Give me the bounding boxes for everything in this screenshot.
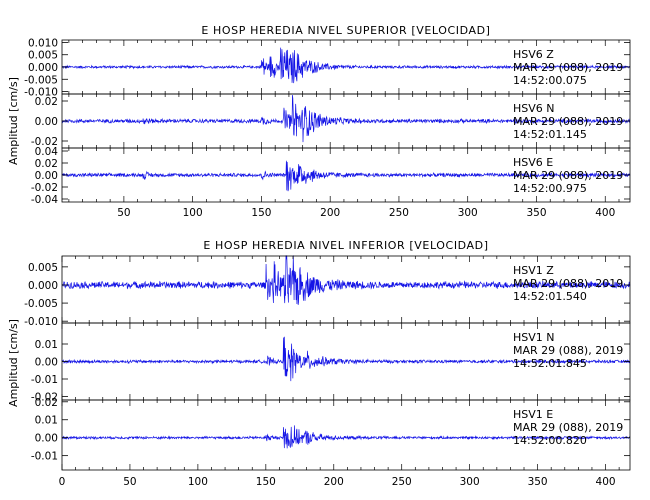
y-tick-label: 0.000 bbox=[28, 280, 58, 292]
y-tick-label: 0.000 bbox=[28, 62, 58, 74]
x-tick-label: 350 bbox=[528, 476, 548, 488]
y-tick-label: -0.005 bbox=[24, 298, 58, 310]
y-tick-label: 0.02 bbox=[35, 158, 58, 170]
x-tick-label: 250 bbox=[389, 207, 409, 219]
y-tick-label: -0.02 bbox=[31, 182, 58, 194]
y-tick-label: -0.005 bbox=[24, 74, 58, 86]
y-tick-label: 0.02 bbox=[35, 397, 58, 409]
y-tick-label: -0.01 bbox=[31, 451, 58, 463]
y-tick-label: -0.02 bbox=[31, 392, 58, 404]
x-tick-label: 100 bbox=[188, 476, 208, 488]
date-label: MAR 29 (088), 2019 bbox=[513, 277, 623, 290]
trace-hsv1-n bbox=[61, 336, 631, 382]
x-tick-label: 50 bbox=[117, 207, 130, 219]
y-tick-label: -0.02 bbox=[31, 136, 58, 148]
station-channel-label: HSV1 Z bbox=[513, 264, 554, 277]
date-label: MAR 29 (088), 2019 bbox=[513, 344, 623, 357]
x-tick-label: 250 bbox=[392, 476, 412, 488]
y-tick-label: 0.010 bbox=[28, 37, 58, 49]
station-channel-label: HSV6 Z bbox=[513, 48, 554, 61]
y-axis-label: Amplitud [cm/s] bbox=[7, 319, 20, 407]
trace-hsv6-z bbox=[61, 47, 631, 84]
x-tick-label: 400 bbox=[596, 476, 616, 488]
station-channel-label: HSV6 N bbox=[513, 102, 555, 115]
start-time-label: 14:52:00.075 bbox=[513, 74, 587, 87]
station-channel-label: HSV1 N bbox=[513, 331, 555, 344]
start-time-label: 14:52:00.820 bbox=[513, 434, 587, 447]
x-tick-label: 300 bbox=[460, 476, 480, 488]
y-tick-label: 0.00 bbox=[35, 357, 58, 369]
y-tick-label: -0.04 bbox=[31, 194, 58, 206]
trace-hsv1-z bbox=[61, 255, 631, 305]
station-channel-label: HSV1 E bbox=[513, 408, 553, 421]
x-tick-label: 100 bbox=[183, 207, 203, 219]
x-tick-label: 200 bbox=[324, 476, 344, 488]
x-tick-label: 150 bbox=[256, 476, 276, 488]
y-tick-label: 0.04 bbox=[35, 146, 59, 158]
y-tick-label: -0.010 bbox=[24, 87, 58, 99]
y-tick-label: 0.01 bbox=[35, 339, 58, 351]
y-axis-label: Amplitud [cm/s] bbox=[7, 77, 20, 165]
start-time-label: 14:52:01.145 bbox=[513, 128, 587, 141]
trace-hsv6-e bbox=[61, 160, 631, 192]
start-time-label: 14:52:00.975 bbox=[513, 182, 587, 195]
chart-title: E HOSP HEREDIA NIVEL INFERIOR [VELOCIDAD… bbox=[203, 239, 488, 252]
panel-frame bbox=[61, 399, 631, 471]
station-channel-label: HSV6 E bbox=[513, 156, 553, 169]
y-tick-label: 0.005 bbox=[28, 50, 58, 62]
start-time-label: 14:52:01.845 bbox=[513, 357, 587, 370]
chart-title: E HOSP HEREDIA NIVEL SUPERIOR [VELOCIDAD… bbox=[201, 24, 490, 37]
date-label: MAR 29 (088), 2019 bbox=[513, 421, 623, 434]
y-tick-label: 0.005 bbox=[28, 262, 58, 274]
x-tick-label: 50 bbox=[123, 476, 136, 488]
x-tick-label: 150 bbox=[251, 207, 271, 219]
y-tick-label: 0.00 bbox=[35, 116, 58, 128]
x-tick-label: 200 bbox=[320, 207, 340, 219]
trace-hsv1-e bbox=[61, 425, 631, 449]
y-tick-label: 0.00 bbox=[35, 433, 58, 445]
x-tick-label: 400 bbox=[595, 207, 615, 219]
date-label: MAR 29 (088), 2019 bbox=[513, 169, 623, 182]
y-tick-label: 0.01 bbox=[35, 415, 58, 427]
y-tick-label: -0.010 bbox=[24, 316, 58, 328]
date-label: MAR 29 (088), 2019 bbox=[513, 115, 623, 128]
x-tick-label: 350 bbox=[526, 207, 546, 219]
date-label: MAR 29 (088), 2019 bbox=[513, 61, 623, 74]
x-tick-label: 300 bbox=[458, 207, 478, 219]
trace-hsv6-n bbox=[61, 94, 631, 143]
start-time-label: 14:52:01.540 bbox=[513, 290, 587, 303]
x-tick-label: 0 bbox=[59, 476, 66, 488]
y-tick-label: 0.00 bbox=[35, 170, 58, 182]
y-tick-label: 0.02 bbox=[35, 96, 58, 108]
y-tick-label: -0.01 bbox=[31, 374, 58, 386]
